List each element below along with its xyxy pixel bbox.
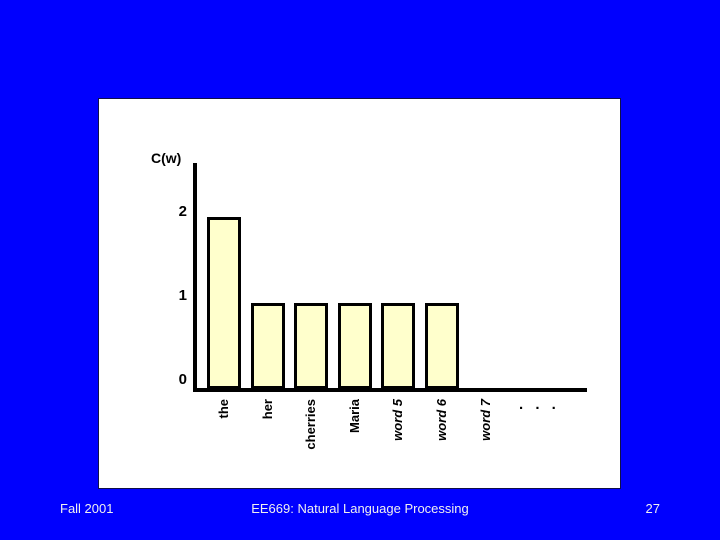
- x-label-cherries: cherries: [303, 399, 318, 450]
- y-tick-0: 0: [178, 371, 187, 388]
- bar-cherries: [294, 303, 328, 389]
- footer-course-title: EE669: Natural Language Processing: [251, 501, 469, 516]
- footer-page-number: 27: [645, 501, 660, 516]
- footer-date: Fall 2001: [60, 501, 114, 516]
- bar-her: [251, 303, 285, 389]
- x-label-maria: Maria: [347, 399, 362, 433]
- x-label-word-6: word 6: [434, 399, 449, 441]
- bar-maria: [338, 303, 372, 389]
- y-axis-line: [193, 163, 197, 392]
- y-tick-2: 2: [178, 203, 187, 220]
- x-label-the: the: [216, 399, 231, 419]
- x-label-word-5: word 5: [390, 399, 405, 441]
- x-axis-line: [193, 388, 587, 392]
- ellipsis-label: . . .: [519, 396, 560, 413]
- x-label-her: her: [260, 399, 275, 420]
- bar-word-5: [381, 303, 415, 389]
- chart-panel: C(w) 2 1 0 the her cherries Maria word 5 word 6…: [98, 98, 621, 489]
- x-label-word-7: word 7: [478, 399, 493, 441]
- bar-the: [207, 217, 241, 389]
- bar-word-6: [425, 303, 459, 389]
- y-axis-title: C(w): [151, 150, 182, 166]
- y-tick-1: 1: [178, 287, 187, 304]
